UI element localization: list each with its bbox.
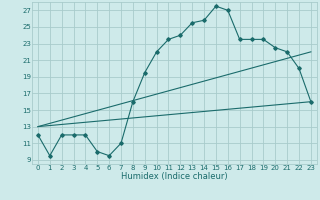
- X-axis label: Humidex (Indice chaleur): Humidex (Indice chaleur): [121, 172, 228, 181]
